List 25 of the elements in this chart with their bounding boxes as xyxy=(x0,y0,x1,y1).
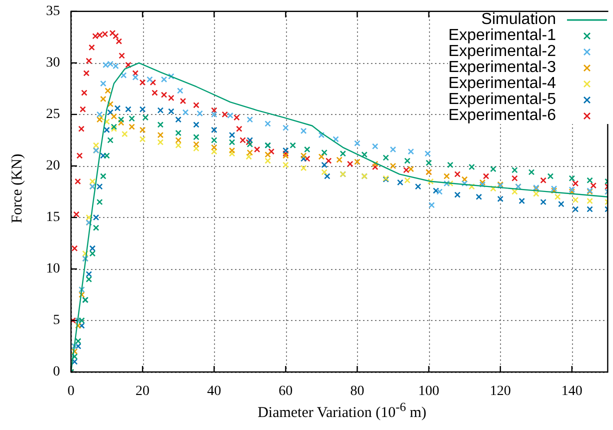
legend-label: Experimental-1 xyxy=(448,27,556,44)
y-tick-label: 15 xyxy=(46,210,60,226)
legend-label: Experimental-5 xyxy=(448,91,556,108)
x-tick-label: 20 xyxy=(136,384,150,400)
x-axis-title: Diameter Variation (10$^{-6}$ m) xyxy=(256,400,428,422)
y-tick-label: 20 xyxy=(46,158,60,174)
legend-label: Experimental-4 xyxy=(448,75,556,92)
y-tick-label: 35 xyxy=(46,4,60,20)
x-tick-label: 140 xyxy=(561,384,582,400)
y-tick-label: 5 xyxy=(53,313,60,328)
legend-label: Experimental-3 xyxy=(448,59,556,76)
x-tick-label: 0 xyxy=(68,384,74,400)
x-tick-label: 120 xyxy=(490,384,511,400)
x-tick-label: 60 xyxy=(278,384,293,400)
y-axis-title: Force (KN) xyxy=(10,152,26,226)
x-tick-label: 100 xyxy=(418,384,440,400)
x-tick-label: 40 xyxy=(207,384,222,400)
legend-label: Experimental-2 xyxy=(448,43,556,60)
y-tick-label: 30 xyxy=(46,56,60,71)
legend-label: Experimental-6 xyxy=(448,107,556,124)
y-tick-label: 10 xyxy=(46,262,60,277)
x-tick-label: 80 xyxy=(350,384,364,400)
legend-label: Simulation xyxy=(481,11,556,28)
y-tick-label: 25 xyxy=(46,107,60,122)
y-tick-label: 0 xyxy=(53,364,60,380)
